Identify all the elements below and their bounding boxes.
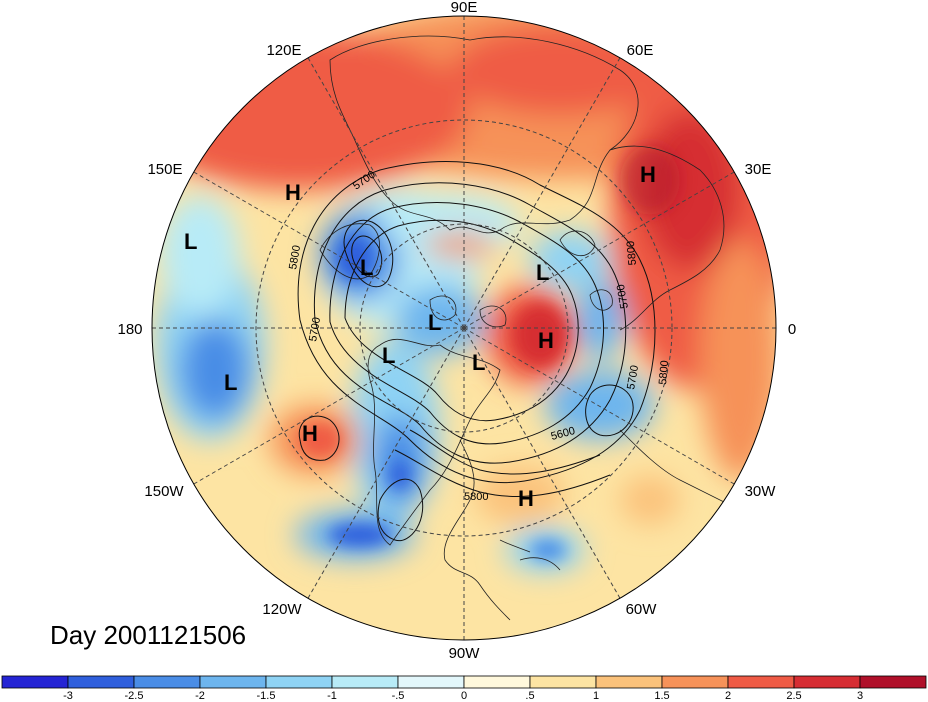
- meridian-line: [463, 171, 735, 329]
- colorbar-tick-label: -3: [63, 690, 73, 702]
- colorbar-tick-label: -2: [195, 690, 205, 702]
- low-center-label: L: [360, 255, 373, 280]
- day-label: Day 2001121506: [50, 620, 247, 650]
- high-center-label: H: [302, 421, 318, 446]
- contour-label: 5800: [625, 240, 639, 265]
- lon-label: 90E: [451, 0, 478, 16]
- lon-label: 120E: [266, 42, 301, 59]
- lon-label: 0: [788, 321, 796, 338]
- graticule: [152, 16, 776, 640]
- longitude-labels: 90E 60E 30E 0 30W 60W 90W 120W 150W 180 …: [117, 0, 796, 662]
- colorbar-tick-label: 3: [857, 690, 863, 702]
- colorbar-swatch: [265, 675, 333, 689]
- lon-label: 60E: [627, 42, 654, 59]
- contour-label: 5700: [615, 283, 631, 309]
- low-center-label: L: [428, 310, 441, 335]
- contour-label: 5800: [657, 360, 671, 385]
- meridian-line: [193, 171, 465, 329]
- colorbar-tick-label: 2: [725, 690, 731, 702]
- colorbar-swatch: [463, 675, 531, 689]
- low-center-label: L: [536, 260, 549, 285]
- colorbar-tick-label: 1.5: [654, 690, 669, 702]
- contour-label: 5800: [464, 491, 488, 503]
- high-center-label: H: [285, 180, 301, 205]
- lon-label: 150E: [147, 161, 182, 178]
- map-boundary: [151, 15, 777, 641]
- colorbar-swatch: [529, 675, 597, 689]
- colorbar-swatch: [1, 675, 69, 689]
- lon-label: 30W: [745, 483, 777, 500]
- contour-label: 5800: [287, 244, 303, 270]
- colorbar-swatch: [595, 675, 663, 689]
- colorbar-swatch: [859, 675, 927, 689]
- colorbar-tick-label: -1.5: [257, 690, 276, 702]
- meridian-line: [463, 57, 621, 329]
- colorbar-swatch: [67, 675, 135, 689]
- contour-label: 5700: [625, 364, 641, 390]
- colorbar-tick-label: 0: [461, 690, 467, 702]
- colorbar-swatch: [727, 675, 795, 689]
- colorbar-tick-label: -2.5: [125, 690, 144, 702]
- contour-label: 5700: [307, 316, 323, 342]
- meridian-line: [307, 327, 465, 599]
- pressure-centers: H H H H H L L L L L L L: [184, 162, 656, 511]
- colorbar-tick-label: 1: [593, 690, 599, 702]
- colorbar-swatch: [397, 675, 465, 689]
- lon-label: 120W: [262, 601, 302, 618]
- low-center-label: L: [184, 229, 197, 254]
- lon-label: 150W: [144, 483, 184, 500]
- meridian-line: [463, 327, 735, 485]
- meridian-line: [463, 327, 621, 599]
- colorbar-tick-label: -.5: [392, 690, 405, 702]
- colorbar-tick-label: -1: [327, 690, 337, 702]
- lon-label: 180: [117, 321, 142, 338]
- lon-label: 30E: [745, 161, 772, 178]
- colorbar: -3 -2.5 -2 -1.5 -1 -.5 0 .5 1 1.5 2 2.5 3: [1, 675, 927, 702]
- colorbar-swatch: [661, 675, 729, 689]
- colorbar-swatch: [133, 675, 201, 689]
- high-center-label: H: [518, 486, 534, 511]
- low-center-label: L: [472, 350, 485, 375]
- colorbar-tick-label: .5: [525, 690, 534, 702]
- colorbar-swatch: [331, 675, 399, 689]
- colorbar-swatch: [199, 675, 267, 689]
- colorbar-swatch: [793, 675, 861, 689]
- low-center-label: L: [224, 370, 237, 395]
- height-contours: [297, 161, 656, 542]
- lon-label: 60W: [626, 601, 658, 618]
- low-center-label: L: [382, 343, 395, 368]
- high-center-label: H: [640, 162, 656, 187]
- coastlines: [319, 35, 741, 621]
- high-center-label: H: [538, 328, 554, 353]
- colorbar-tick-label: 2.5: [786, 690, 801, 702]
- meridian-line: [193, 327, 465, 485]
- anomaly-field: [152, 16, 776, 640]
- lon-label: 90W: [449, 645, 481, 662]
- meridian-line: [307, 57, 465, 329]
